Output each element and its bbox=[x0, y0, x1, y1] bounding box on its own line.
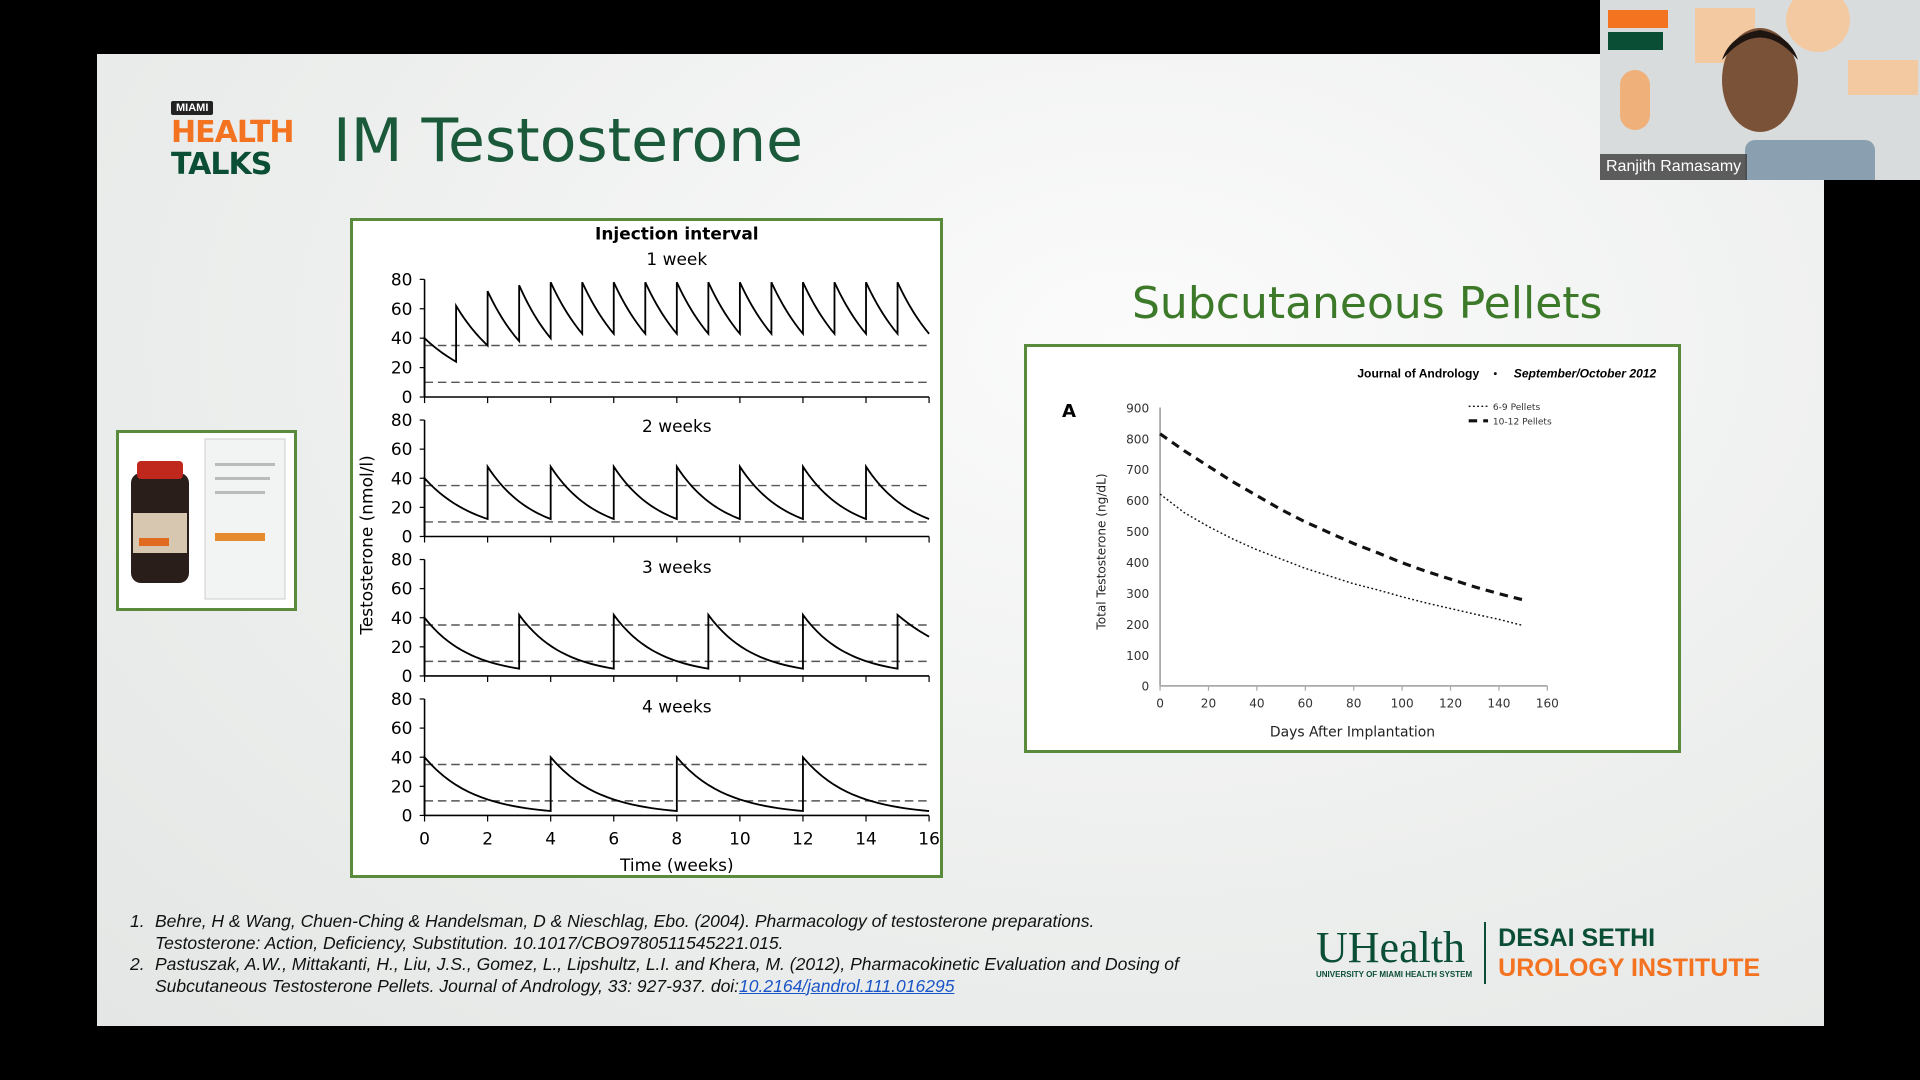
reference-2: 2. Pastuszak, A.W., Mittakanti, H., Liu,… bbox=[130, 954, 1280, 997]
x-tick-label: 0 bbox=[419, 830, 430, 850]
y-tick-label: 0 bbox=[1141, 680, 1149, 694]
y-tick-label: 20 bbox=[391, 498, 413, 518]
uhealth-logo: UHealth UNIVERSITY OF MIAMI HEALTH SYSTE… bbox=[1316, 922, 1760, 984]
panel-label: 2 weeks bbox=[642, 417, 712, 437]
series-dashed-line bbox=[1159, 432, 1524, 602]
presenter-name: Ranjith Ramasamy bbox=[1600, 154, 1748, 180]
reference-line: Subcutaneous Testosterone Pellets. Journ… bbox=[155, 975, 740, 996]
x-tick-label: 20 bbox=[1201, 697, 1216, 711]
y-tick-label: 20 bbox=[391, 777, 413, 797]
y-tick-label: 20 bbox=[391, 638, 413, 658]
y-tick-label: 0 bbox=[402, 528, 413, 548]
x-tick-label: 40 bbox=[1249, 697, 1264, 711]
x-tick-label: 2 bbox=[482, 830, 493, 850]
panel-label: 3 weeks bbox=[642, 558, 712, 578]
concentration-curve bbox=[423, 754, 930, 816]
microphone-icon bbox=[1620, 70, 1650, 130]
y-tick-label: 40 bbox=[391, 748, 413, 768]
miami-badge: MIAMI bbox=[171, 101, 214, 115]
y-tick-label: 80 bbox=[391, 690, 413, 710]
references: 1. Behre, H & Wang, Chuen-Ching & Handel… bbox=[130, 911, 1280, 997]
x-tick-label: 12 bbox=[792, 830, 814, 850]
y-tick-label: 100 bbox=[1126, 649, 1149, 663]
x-tick-label: 10 bbox=[729, 830, 751, 850]
panel-label: 1 week bbox=[646, 250, 707, 270]
y-tick-label: 40 bbox=[391, 469, 413, 489]
health-talks-logo: MIAMI HEALTH TALKS bbox=[171, 98, 301, 181]
panel-label: 4 weeks bbox=[642, 697, 712, 717]
x-tick-label: 8 bbox=[671, 830, 682, 850]
x-tick-label: 120 bbox=[1439, 697, 1462, 711]
legend-label: 10-12 Pellets bbox=[1493, 417, 1552, 427]
x-tick-label: 4 bbox=[545, 830, 556, 850]
im-testosterone-chart: Injection interval 1 week 0 20 40 60 80 2 weeks… bbox=[350, 218, 943, 878]
y-tick-label: 60 bbox=[391, 719, 413, 739]
concentration-curve bbox=[423, 463, 930, 537]
logo-health: HEALTH bbox=[171, 115, 295, 150]
x-tick-label: 6 bbox=[608, 830, 619, 850]
journal-name: Journal of Andrology bbox=[1357, 366, 1479, 380]
pellets-title: Subcutaneous Pellets bbox=[1132, 278, 1603, 329]
y-tick-label: 80 bbox=[391, 551, 413, 571]
y-tick-label: 60 bbox=[391, 580, 413, 600]
institute-line1: DESAI SETHI bbox=[1498, 924, 1656, 952]
health-talks-mini-logo bbox=[1608, 10, 1668, 28]
y-tick-label: 20 bbox=[391, 359, 413, 379]
x-tick-label: 80 bbox=[1346, 697, 1361, 711]
reference-1: 1. Behre, H & Wang, Chuen-Ching & Handel… bbox=[130, 911, 1280, 954]
x-tick-label: 0 bbox=[1156, 697, 1164, 711]
separator-dot bbox=[1493, 372, 1497, 376]
y-tick-label: 200 bbox=[1126, 618, 1149, 632]
y-tick-label: 600 bbox=[1126, 494, 1149, 508]
x-tick-label: 160 bbox=[1536, 697, 1559, 711]
presenter-video-tile[interactable]: Ranjith Ramasamy bbox=[1600, 0, 1920, 180]
x-tick-label: 16 bbox=[918, 830, 940, 850]
concentration-curve bbox=[423, 612, 930, 676]
x-axis-label: Days After Implantation bbox=[1270, 725, 1435, 741]
y-axis-label: Testosterone (nmol/l) bbox=[357, 455, 377, 635]
x-tick-label: 140 bbox=[1487, 697, 1510, 711]
y-tick-label: 0 bbox=[402, 388, 413, 408]
series-dotted-line bbox=[1159, 493, 1524, 627]
testosterone-vial-image bbox=[116, 430, 297, 611]
concentration-curve bbox=[423, 281, 930, 398]
doi-link[interactable]: 10.2164/jandrol.111.016295 bbox=[739, 975, 955, 996]
logo-talks: TALKS bbox=[171, 147, 272, 182]
reference-line: Behre, H & Wang, Chuen-Ching & Handelsma… bbox=[155, 911, 1095, 931]
institute-line2: UROLOGY INSTITUTE bbox=[1498, 954, 1761, 982]
y-tick-label: 0 bbox=[402, 806, 413, 826]
y-tick-label: 80 bbox=[391, 270, 413, 290]
reference-number: 1. bbox=[130, 911, 145, 931]
y-tick-label: 40 bbox=[391, 609, 413, 629]
y-tick-label: 0 bbox=[402, 667, 413, 687]
x-axis-label: Time (weeks) bbox=[619, 856, 734, 875]
slide-title: IM Testosterone bbox=[333, 106, 804, 176]
presenter-video-feed bbox=[1608, 0, 1918, 180]
y-axis-label: Total Testosterone (ng/dL) bbox=[1095, 473, 1109, 630]
y-tick-label: 900 bbox=[1126, 401, 1149, 415]
y-tick-label: 300 bbox=[1126, 587, 1149, 601]
y-tick-label: 400 bbox=[1126, 556, 1149, 570]
journal-date: September/October 2012 bbox=[1514, 366, 1657, 380]
legend-label: 6-9 Pellets bbox=[1493, 403, 1541, 413]
x-tick-label: 14 bbox=[855, 830, 877, 850]
pellets-chart: Journal of Andrology September/October 20… bbox=[1024, 344, 1681, 753]
y-tick-label: 500 bbox=[1126, 525, 1149, 539]
x-tick-label: 60 bbox=[1298, 697, 1313, 711]
y-tick-label: 700 bbox=[1126, 463, 1149, 477]
reference-number: 2. bbox=[130, 954, 145, 974]
reference-line: Pastuszak, A.W., Mittakanti, H., Liu, J.… bbox=[155, 954, 1179, 974]
y-tick-label: 40 bbox=[391, 329, 413, 349]
chart-title: Injection interval bbox=[595, 224, 759, 244]
y-tick-label: 800 bbox=[1126, 432, 1149, 446]
y-tick-label: 60 bbox=[391, 440, 413, 460]
y-tick-label: 60 bbox=[391, 300, 413, 320]
panel-label: A bbox=[1062, 401, 1076, 422]
logo-divider bbox=[1484, 922, 1487, 984]
x-tick-label: 100 bbox=[1391, 697, 1414, 711]
reference-line: Testosterone: Action, Deficiency, Substi… bbox=[155, 932, 784, 953]
y-tick-label: 80 bbox=[391, 411, 413, 431]
uhealth-wordmark: UHealth bbox=[1316, 923, 1466, 972]
uhealth-subtitle: UNIVERSITY OF MIAMI HEALTH SYSTEM bbox=[1316, 970, 1473, 979]
